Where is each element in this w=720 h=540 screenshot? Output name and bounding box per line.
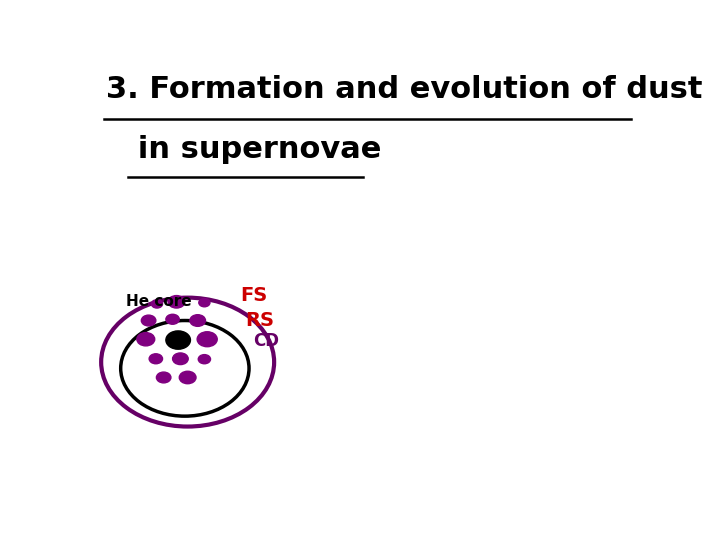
Circle shape <box>168 295 185 308</box>
Text: 3. Formation and evolution of dust: 3. Formation and evolution of dust <box>106 75 702 104</box>
Text: FS: FS <box>240 286 268 305</box>
Circle shape <box>197 332 217 347</box>
Circle shape <box>190 315 205 326</box>
Circle shape <box>151 300 163 308</box>
Circle shape <box>179 371 196 384</box>
Circle shape <box>156 372 171 383</box>
Circle shape <box>198 355 210 364</box>
Text: CD: CD <box>253 332 279 350</box>
Circle shape <box>149 354 163 364</box>
Circle shape <box>199 299 210 307</box>
Circle shape <box>141 315 156 326</box>
Circle shape <box>166 331 190 349</box>
Text: in supernovae: in supernovae <box>106 136 381 165</box>
Circle shape <box>137 333 155 346</box>
Circle shape <box>173 353 188 365</box>
Text: He core: He core <box>126 294 192 309</box>
Circle shape <box>166 314 179 324</box>
Text: RS: RS <box>245 311 274 330</box>
